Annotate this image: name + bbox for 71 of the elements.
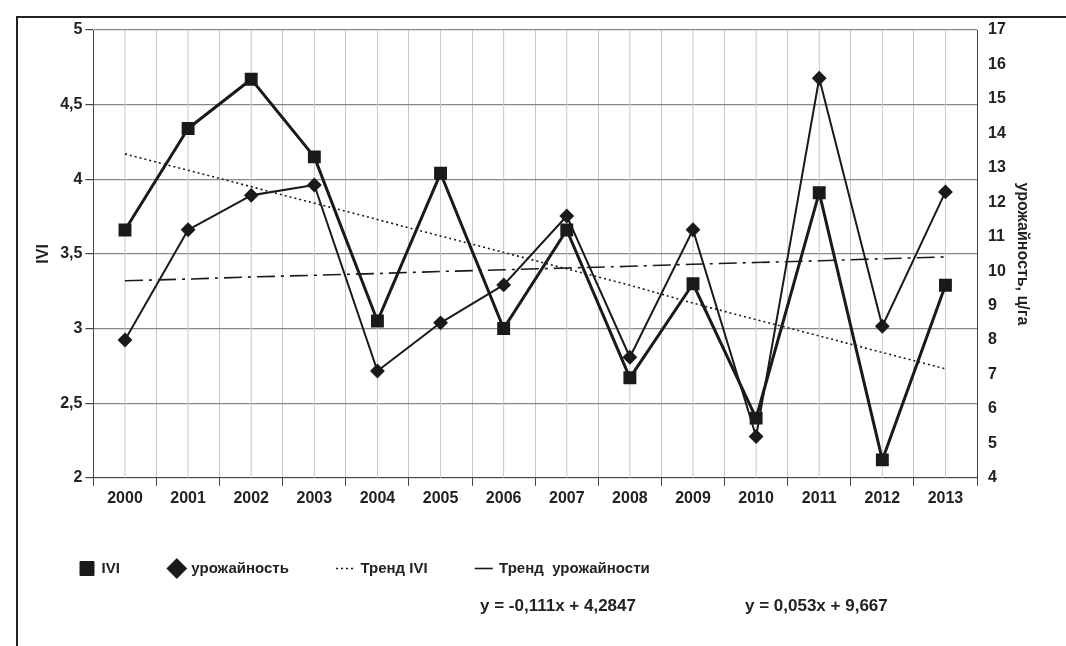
point: [307, 150, 321, 164]
x-tick-label: 2007: [548, 488, 585, 506]
y2-tick-label: 13: [988, 158, 1006, 176]
y2-tick-label: 8: [988, 330, 997, 348]
text: y = -0,111x + 4,2847: [480, 595, 636, 615]
x-tick-label: 2004: [359, 488, 396, 506]
y2-tick-label: 9: [988, 295, 997, 313]
point: [181, 122, 195, 135]
y-axis-title: IVI: [34, 244, 52, 264]
y-tick-label: 5: [73, 20, 83, 38]
point: [244, 72, 258, 86]
y2-axis-title: урожайность, ц/га: [1014, 182, 1032, 326]
point: [875, 453, 889, 467]
point: [181, 222, 196, 237]
point: [749, 411, 763, 425]
text: y = 0,053x + 9,667: [745, 595, 888, 615]
point: [560, 223, 574, 237]
point: [749, 429, 764, 444]
y2-tick-label: 11: [988, 227, 1006, 245]
x-tick-label: 2013: [927, 488, 964, 506]
point: [244, 188, 259, 203]
y2-tick-label: 7: [988, 364, 997, 382]
y-tick-label: 4: [73, 169, 83, 187]
x-tick-label: 2006: [485, 488, 522, 506]
point: [875, 319, 890, 334]
point: [496, 277, 511, 292]
y2-tick-label: 10: [988, 261, 1006, 279]
legend-label: Тренд IVI: [360, 558, 428, 576]
x-tick-label: 2002: [233, 488, 270, 506]
point: [939, 278, 952, 292]
point: [307, 178, 322, 193]
y2-tick-label: 5: [988, 433, 997, 451]
x-tick-label: 2011: [801, 488, 837, 506]
point: [497, 322, 511, 335]
y-tick-label: 3: [73, 318, 83, 336]
legend-label: урожайность: [191, 558, 289, 576]
point: [370, 314, 384, 328]
point: [623, 371, 637, 385]
y2-tick-label: 6: [988, 399, 997, 417]
x-tick-label: 2000: [107, 488, 143, 506]
y-tick-label: 2: [73, 468, 83, 486]
legend-label: IVI: [101, 558, 120, 576]
y2-tick-label: 4: [988, 468, 997, 486]
x-tick-label: 2008: [612, 488, 648, 506]
y2-tick-label: 15: [988, 89, 1006, 107]
x-tick-label: 2009: [675, 488, 711, 506]
y-tick-label: 2,5: [60, 393, 83, 411]
y-tick-label: 3,5: [60, 244, 83, 262]
point: [434, 166, 448, 180]
point: [812, 186, 826, 200]
point: [686, 277, 700, 291]
x-tick-label: 2001: [170, 488, 207, 506]
x-tick-label: 2010: [738, 488, 775, 506]
x-tick-label: 2012: [864, 488, 901, 506]
y2-tick-label: 16: [988, 54, 1006, 72]
y2-tick-label: 17: [988, 20, 1006, 38]
point: [622, 350, 637, 365]
point: [118, 223, 132, 237]
point: [370, 364, 385, 379]
x-tick-label: 2005: [422, 488, 459, 506]
point: [938, 184, 953, 199]
x-tick-label: 2003: [296, 488, 333, 506]
point: [559, 209, 574, 224]
point: [433, 315, 448, 330]
point: [686, 222, 700, 237]
y2-tick-label: 12: [988, 192, 1006, 210]
point: [812, 71, 827, 86]
legend-label: Тренд урожайности: [499, 558, 650, 576]
y2-tick-label: 14: [988, 123, 1006, 141]
point: [118, 333, 132, 348]
y-tick-label: 4,5: [60, 95, 83, 113]
